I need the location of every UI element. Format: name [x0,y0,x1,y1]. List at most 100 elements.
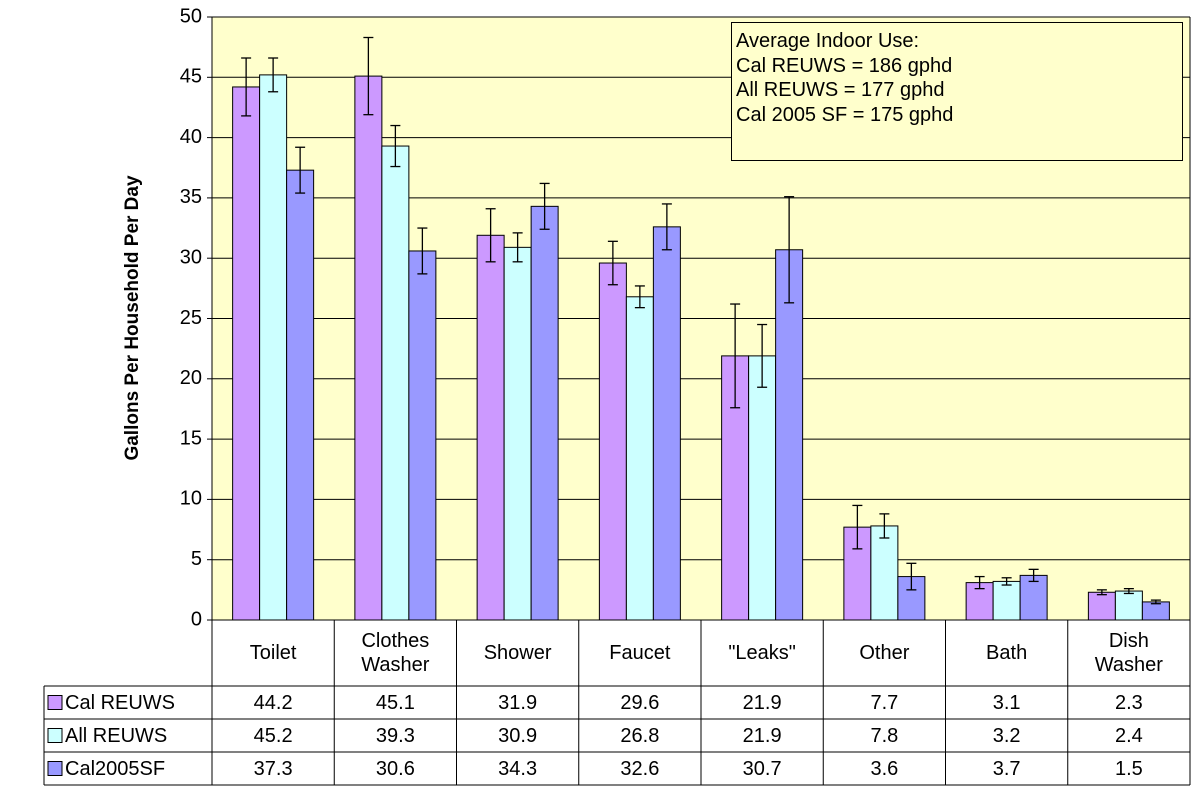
bar [1141,601,1170,621]
cell-text: 34.3 [498,757,538,780]
table-cell: Shower [457,620,579,686]
table-cell: 2.4 [1068,719,1190,752]
y-axis-label: Gallons Per Household Per Day [122,175,143,461]
cell-text: 21.9 [742,724,782,747]
legend-swatch [47,695,63,710]
cell-text: 1.5 [1114,757,1143,780]
bar [232,86,261,621]
bar [775,249,804,621]
bar [259,74,288,621]
bar [354,75,383,621]
cell-text: 39.3 [375,724,415,747]
cell-text: 32.6 [620,757,660,780]
cell-text: 44.2 [253,691,293,714]
y-tick-label: 20 [180,367,202,389]
table-cell: 30.6 [334,752,456,785]
cell-text: 30.7 [742,757,782,780]
annotation-line: Cal REUWS = 186 gphd [736,54,953,77]
cell-text: 2.3 [1114,691,1143,714]
legend-label: All REUWS [65,725,167,747]
table-cell: 21.9 [701,719,823,752]
table-cell: 30.7 [701,752,823,785]
cell-text: 3.7 [992,757,1021,780]
bar [503,246,532,621]
y-tick-label: 10 [180,488,202,510]
table-cell: 3.6 [823,752,945,785]
y-tick-label: 15 [180,427,202,449]
cell-text: 3.2 [992,724,1021,747]
cell-text: 7.7 [870,691,899,714]
cell-text: Bath [986,642,1028,664]
annotation-line: All REUWS = 177 gphd [736,79,945,101]
y-tick-label: 35 [180,186,202,208]
cell-text: 29.6 [620,691,660,714]
y-tick-label: 25 [180,307,202,329]
bar [408,250,437,621]
cell-text: 30.9 [498,724,538,747]
cell-text: Other [859,642,910,664]
bar [1114,590,1143,621]
cell-text: 26.8 [620,724,660,747]
table-cell: Clothes Washer [334,620,456,686]
table-cell: 45.1 [334,686,456,719]
bar [476,234,505,621]
table-cell: Toilet [212,620,334,686]
table-cell: 3.1 [946,686,1068,719]
annotation-line: Average Indoor Use: [736,30,920,52]
cell-text: Dish Washer [1094,630,1163,676]
table-cell: Faucet [579,620,701,686]
y-tick-label: 45 [180,66,202,88]
legend-label: Cal REUWS [65,692,175,714]
cell-text: 2.4 [1114,724,1143,747]
cell-text: Faucet [609,642,671,664]
table-cell: Other [823,620,945,686]
y-tick-label: 50 [180,5,202,27]
legend-swatch [47,761,63,776]
table-cell: 29.6 [579,686,701,719]
cell-text: 45.1 [375,691,415,714]
cell-text: 3.6 [870,757,899,780]
bar [652,226,681,621]
cell-text: 30.6 [375,757,415,780]
table-cell: 2.3 [1068,686,1190,719]
table-cell: 31.9 [457,686,579,719]
y-tick-label: 30 [180,246,202,268]
bar [381,145,410,621]
cell-text: 45.2 [253,724,293,747]
cell-text: 21.9 [742,691,782,714]
cell-text: Toilet [249,642,297,664]
table-cell: 3.7 [946,752,1068,785]
table-cell: 21.9 [701,686,823,719]
y-tick-label: 0 [191,608,202,630]
cell-text: 37.3 [253,757,293,780]
bar [625,296,654,621]
y-tick-label: 40 [180,126,202,148]
legend-swatch [47,728,63,743]
cell-text: Shower [483,642,552,664]
annotation-line: Cal 2005 SF = 175 gphd [736,103,954,126]
table-cell: 30.9 [457,719,579,752]
y-tick-label: 5 [191,548,202,570]
annotation-box: Average Indoor Use: Cal REUWS = 186 gphd A… [731,22,1183,161]
table-cell: Dish Washer [1068,620,1190,686]
table-cell: 45.2 [212,719,334,752]
table-cell: 7.7 [823,686,945,719]
cell-text: 31.9 [498,691,538,714]
table-cell: 32.6 [579,752,701,785]
table-cell: 39.3 [334,719,456,752]
bar [530,205,559,621]
table-cell: 26.8 [579,719,701,752]
bar [992,580,1021,621]
table-cell: 1.5 [1068,752,1190,785]
bar [1087,591,1116,621]
legend-label: Cal2005SF [65,758,165,780]
table-cell: 37.3 [212,752,334,785]
bar [1019,574,1048,621]
bar [286,169,315,621]
cell-text: 3.1 [992,691,1021,714]
table-cell: 44.2 [212,686,334,719]
bar [598,262,627,621]
table-cell: "Leaks" [701,620,823,686]
